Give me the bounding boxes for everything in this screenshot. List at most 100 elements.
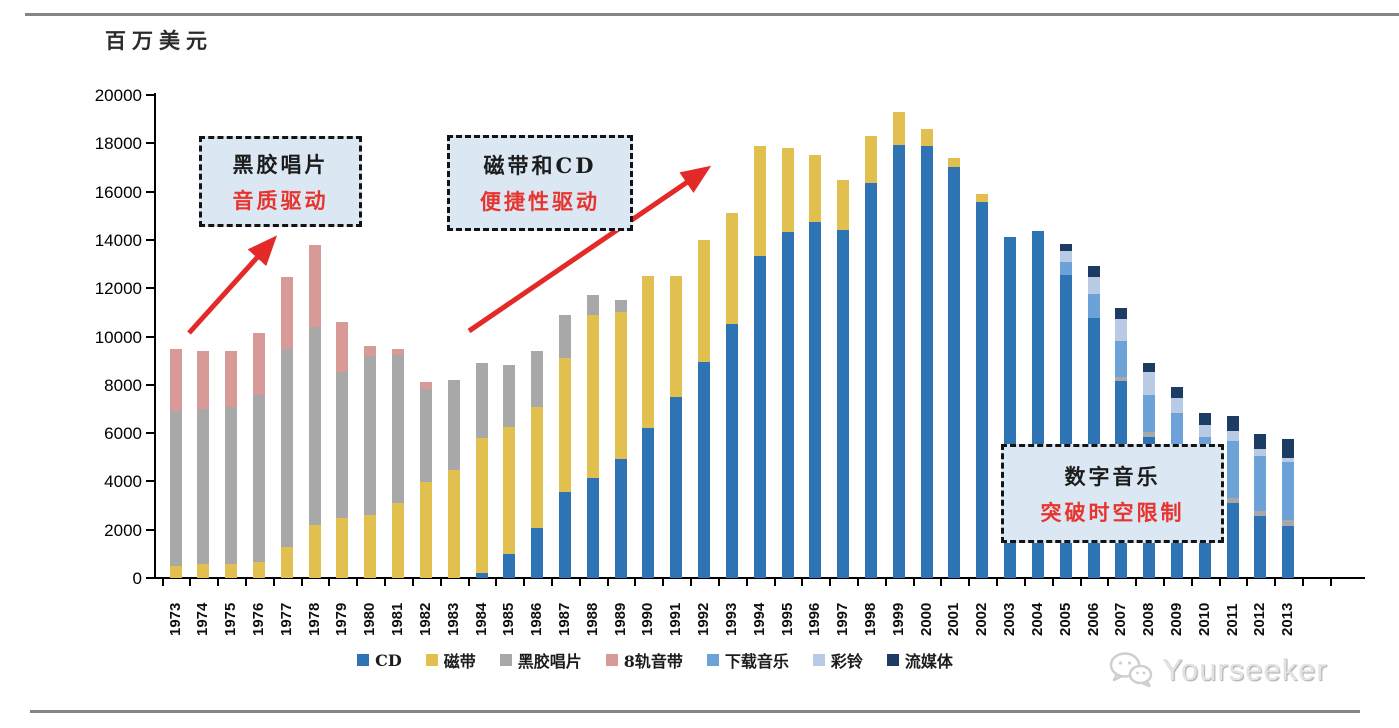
x-axis-tick [161,579,164,586]
legend-label-磁带: 磁带 [443,652,476,671]
x-axis-tick [411,579,414,586]
bar-segment-1977-8轨音带 [280,277,293,349]
bar-segment-1975-黑胶唱片 [225,407,238,564]
bar-segment-2005-彩铃 [1059,250,1072,262]
bar-segment-2011-彩铃 [1226,430,1239,442]
legend-label-彩铃: 彩铃 [830,652,863,671]
y-axis-tick [146,94,154,96]
x-axis-year-label: 1982 [416,602,434,636]
bottom-divider [30,710,1360,713]
bar-segment-1997-CD [837,229,850,578]
bar-segment-1980-8轨音带 [364,346,377,356]
x-axis-year-label: 1981 [389,602,407,636]
bar-segment-1998-磁带 [865,136,877,184]
x-axis-year-label: 1984 [472,602,490,636]
annotation-digital-title: 数字音乐 [1064,463,1161,489]
bar-segment-1994-CD [753,255,766,578]
y-axis-line [154,93,156,579]
y-axis-tick-label: 16000 [94,182,142,202]
bar-segment-2013-彩铃 [1282,458,1295,463]
x-axis-tick [523,579,526,586]
y-axis-tick [146,383,154,386]
bar-segment-1979-磁带 [336,518,349,578]
bar-segment-2008-流媒体 [1143,363,1156,373]
x-axis-tick [717,579,720,586]
y-axis-tick [146,577,154,579]
bar-segment-1974-8轨音带 [197,350,210,410]
x-axis-tick [690,579,693,586]
bar-segment-1988-CD [586,478,599,578]
bar-segment-2009-流媒体 [1171,387,1184,399]
bar-segment-1989-黑胶唱片 [614,300,627,312]
bar-segment-1989-磁带 [614,311,627,459]
legend-item-黑胶唱片: 黑胶唱片 [499,648,582,672]
bar-segment-1975-磁带 [225,563,238,578]
annotation-box-cassette-cd-era: 磁带和CD 便捷性驱动 [447,135,633,231]
bar-segment-2009-彩铃 [1171,398,1184,414]
x-axis-tick [189,579,192,586]
y-axis-tick-label: 4000 [104,472,142,492]
x-axis-year-label: 2002 [973,602,991,636]
x-axis-tick [467,579,470,586]
bar-segment-1978-黑胶唱片 [308,326,321,525]
bar-segment-1973-磁带 [169,565,182,578]
x-axis-tick [1274,579,1277,586]
x-axis-year-label: 1973 [166,602,184,636]
bar-segment-1979-8轨音带 [336,322,349,372]
legend-label-CD: CD [375,650,402,670]
x-axis-tick [550,579,553,586]
y-axis-tick [146,287,154,290]
bar-segment-2006-彩铃 [1087,276,1100,294]
legend-item-彩铃: 彩铃 [812,648,863,672]
x-axis-year-label: 1987 [555,602,573,636]
legend-swatch-CD [357,654,370,666]
bar-segment-1976-8轨音带 [252,332,265,395]
bar-segment-2007-黑胶唱片 [1115,376,1128,382]
bar-segment-1984-磁带 [475,437,488,574]
bar-segment-1992-CD [698,362,711,578]
x-axis-tick [912,579,915,586]
bar-segment-1979-黑胶唱片 [336,372,349,519]
bar-segment-2002-CD [976,201,989,578]
y-axis-tick [146,190,154,193]
bar-segment-2012-彩铃 [1254,449,1267,456]
bar-segment-2002-磁带 [976,194,989,202]
bar-segment-2008-黑胶唱片 [1143,431,1156,437]
y-axis-tick [146,335,154,338]
bar-segment-1994-磁带 [753,145,766,256]
bar-segment-1987-磁带 [558,358,571,492]
bar-segment-1988-磁带 [586,315,599,479]
y-axis-tick [146,528,154,531]
bar-segment-1985-CD [503,553,516,578]
bar-segment-1980-磁带 [364,515,377,578]
bar-segment-1991-CD [670,397,683,578]
annotation-box-vinyl-era: 黑胶唱片 音质驱动 [199,136,362,227]
bar-segment-1977-黑胶唱片 [280,348,293,547]
bar-segment-2013-黑胶唱片 [1282,520,1295,527]
bar-segment-1993-磁带 [725,213,738,325]
x-axis-year-label: 2010 [1195,602,1213,636]
bar-segment-1978-磁带 [308,524,321,578]
annotation-vinyl-subtitle: 音质驱动 [232,187,329,213]
bar-segment-1980-黑胶唱片 [364,355,377,516]
x-axis-tick [495,579,498,586]
bar-segment-2009-下载音乐 [1171,413,1184,449]
x-axis-year-label: 2007 [1112,602,1130,636]
legend-item-8轨音带: 8轨音带 [605,648,683,672]
x-axis-year-label: 1994 [750,602,768,636]
bar-segment-1991-磁带 [670,276,683,398]
x-axis-year-label: 2000 [917,602,935,636]
x-axis-year-label: 1991 [667,602,685,636]
legend-swatch-8轨音带 [605,654,618,666]
legend-label-8轨音带: 8轨音带 [623,652,683,671]
bar-segment-1984-CD [475,573,488,578]
x-axis-year-label: 1989 [611,602,629,636]
bar-segment-2005-流媒体 [1059,243,1072,251]
y-axis-tick-label: 18000 [94,134,142,154]
bar-segment-1983-磁带 [447,470,460,578]
x-axis-year-label: 1998 [862,602,879,636]
bar-segment-1995-CD [781,231,794,578]
annotation-vinyl-title: 黑胶唱片 [232,151,329,177]
bar-segment-1999-磁带 [892,111,905,145]
bar-segment-1981-8轨音带 [392,348,405,355]
